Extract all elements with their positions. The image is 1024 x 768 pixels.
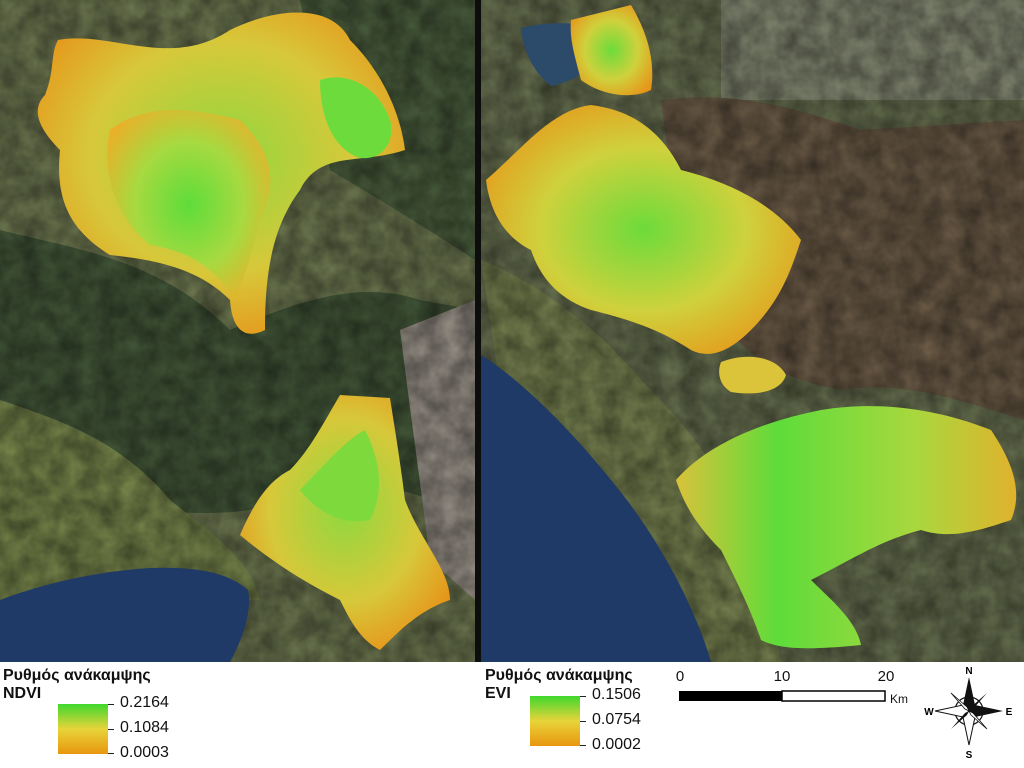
legend-evi-tick bbox=[580, 721, 586, 722]
sea bbox=[0, 567, 250, 662]
recovery-core-south bbox=[300, 430, 380, 522]
recovery-core-north-east bbox=[320, 77, 392, 159]
recovery-zone-south bbox=[676, 406, 1017, 649]
scale-label-20: 20 bbox=[877, 668, 895, 685]
legend-evi-subtitle: EVI bbox=[485, 685, 511, 702]
legend-evi-title: Ρυθμός ανάκαμψης bbox=[485, 667, 633, 684]
scale-label-10: 10 bbox=[773, 668, 791, 685]
scale-bar-black-segment bbox=[679, 691, 782, 701]
ndvi-map-svg bbox=[0, 0, 475, 662]
compass-w: W bbox=[924, 707, 934, 718]
recovery-zone-south bbox=[240, 395, 450, 650]
map-divider bbox=[475, 0, 481, 662]
legend-evi-min: 0.0002 bbox=[592, 736, 641, 753]
evi-map-svg bbox=[481, 0, 1024, 662]
compass-rose-icon: N S E W bbox=[924, 666, 1013, 761]
recovery-zone-mid bbox=[719, 356, 786, 394]
compass-e: E bbox=[1006, 707, 1013, 718]
legend-ndvi-color-ramp bbox=[58, 704, 108, 754]
legend-ndvi-tick bbox=[108, 753, 114, 754]
compass-s: S bbox=[966, 750, 973, 761]
legend-ndvi-tick bbox=[108, 704, 114, 705]
recovery-zone-north bbox=[570, 5, 653, 96]
compass-n: N bbox=[965, 666, 972, 677]
legend-ndvi-subtitle: NDVI bbox=[3, 685, 42, 702]
legend-evi-mid: 0.0754 bbox=[592, 711, 641, 728]
legend-ndvi-mid: 0.1084 bbox=[120, 719, 169, 736]
legend-evi-tick bbox=[580, 696, 586, 697]
legend-ndvi-max: 0.2164 bbox=[120, 694, 169, 711]
legend-ndvi-min: 0.0003 bbox=[120, 744, 169, 761]
scale-bar-white-segment bbox=[781, 690, 886, 702]
scale-label-0: 0 bbox=[675, 668, 685, 685]
sea bbox=[481, 355, 711, 662]
recovery-zone-central bbox=[486, 105, 801, 354]
map-panel-evi bbox=[481, 0, 1024, 662]
legend-evi-color-ramp bbox=[530, 696, 580, 746]
legend-evi-max: 0.1506 bbox=[592, 686, 641, 703]
scale-unit: Km bbox=[890, 692, 908, 706]
legend-evi-tick bbox=[580, 745, 586, 746]
recovery-core-north bbox=[107, 110, 271, 300]
scale-bar bbox=[679, 690, 886, 702]
map-panel-ndvi bbox=[0, 0, 475, 662]
legend-ndvi-title: Ρυθμός ανάκαμψης bbox=[3, 667, 151, 684]
legend-ndvi-tick bbox=[108, 729, 114, 730]
